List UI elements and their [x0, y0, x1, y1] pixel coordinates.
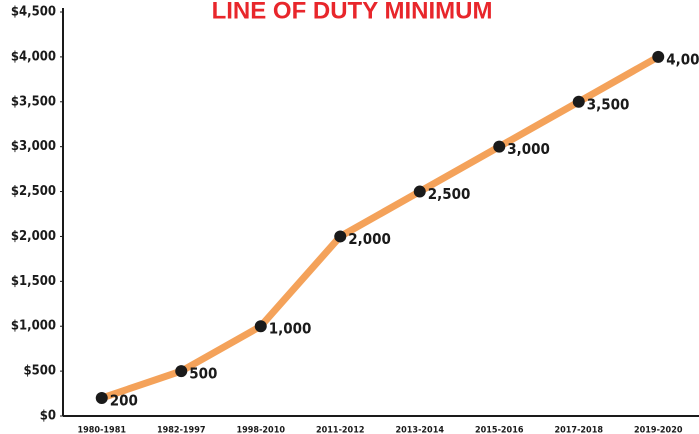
marker [493, 140, 506, 153]
x-tick-label: 1980-1981 [78, 426, 127, 434]
value-label: 3,500 [587, 95, 630, 113]
marker [652, 50, 665, 63]
value-label: 500 [189, 365, 217, 383]
marker [572, 95, 585, 108]
y-tick-label: $1,000 [11, 319, 56, 334]
y-tick-label: $0 [40, 409, 56, 424]
marker [175, 365, 188, 378]
value-label: 2,000 [348, 230, 391, 248]
marker [95, 392, 108, 405]
x-tick-label: 2019-2020 [634, 426, 683, 434]
value-label: 2,500 [428, 185, 471, 203]
y-tick-label: $2,000 [11, 229, 56, 244]
x-tick-label: 2015-2016 [475, 426, 524, 434]
marker [334, 230, 347, 243]
y-tick-label: $4,500 [11, 5, 56, 20]
marker [254, 320, 267, 333]
y-tick-label: $3,500 [11, 94, 56, 109]
y-tick-label: $500 [23, 364, 56, 379]
y-tick-label: $4,000 [11, 49, 56, 64]
y-tick-label: $1,500 [11, 274, 56, 289]
marker [413, 185, 426, 198]
y-tick-label: $3,000 [11, 139, 56, 154]
y-tick-label: $2,500 [11, 184, 56, 199]
x-tick-label: 2011-2012 [316, 426, 364, 434]
chart-title: LINE OF DUTY MINIMUM [212, 0, 493, 24]
x-tick-label: 1982-1997 [157, 426, 205, 434]
x-tick-label: 2017-2018 [555, 426, 604, 434]
value-label: 4,000 [666, 50, 699, 68]
value-label: 3,000 [507, 140, 550, 158]
x-tick-label: 1998-2010 [237, 426, 286, 434]
value-label: 1,000 [269, 320, 312, 338]
line [98, 53, 662, 402]
value-label: 200 [110, 392, 138, 410]
x-tick-label: 2013-2014 [396, 426, 445, 434]
